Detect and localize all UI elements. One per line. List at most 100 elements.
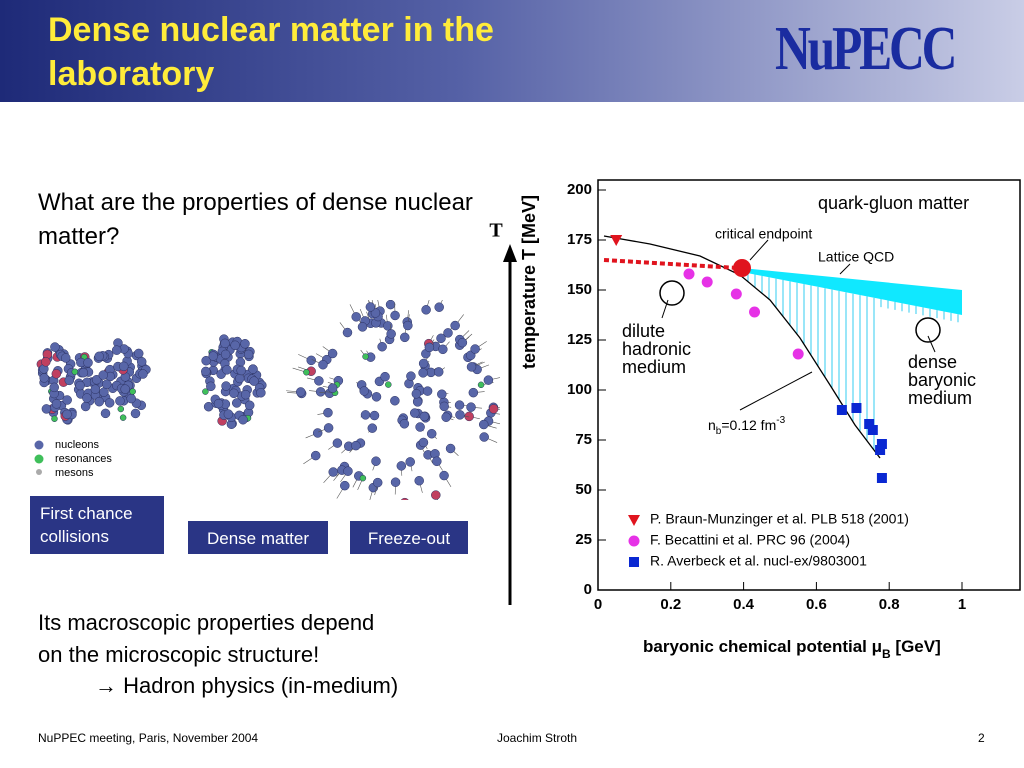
y-tick-label: 150 — [567, 281, 592, 298]
particle — [119, 361, 129, 372]
legend-item: nucleons — [55, 439, 100, 451]
particle — [41, 357, 51, 367]
particle — [138, 369, 148, 379]
y-axis-label: temperature T [MeV] — [519, 195, 539, 369]
particle — [464, 411, 474, 422]
particle — [202, 388, 209, 395]
critical-endpoint — [733, 259, 751, 277]
particle — [400, 497, 409, 500]
data-point — [749, 306, 761, 318]
footer-left: NuPPEC meeting, Paris, November 2004 — [38, 731, 259, 745]
particle — [377, 341, 387, 352]
data-point — [610, 235, 623, 246]
particle — [439, 401, 449, 412]
legend-item: mesons — [55, 467, 94, 479]
particle — [256, 388, 266, 398]
particle — [359, 474, 367, 482]
particle — [221, 381, 231, 391]
particle — [82, 393, 92, 403]
annotation: medium — [622, 357, 686, 377]
y-tick-label: 25 — [575, 531, 592, 548]
particle — [220, 349, 231, 360]
phase-diagram: T 0 25 50 75 100 125 150 175 200 0 0.2 0.4 0.6 0.8 1 te… — [489, 179, 1021, 661]
particle — [41, 404, 52, 414]
x-axis-label: baryonic chemical potential μB [GeV] — [643, 637, 941, 661]
particle — [483, 375, 494, 385]
particle — [466, 362, 477, 372]
stage-box: Freeze-out — [350, 521, 468, 554]
annotation-part: -3 — [776, 415, 785, 426]
particle — [405, 457, 415, 467]
body-text: → Hadron physics (in-medium) — [95, 673, 399, 698]
particle — [61, 353, 71, 363]
region-marker — [915, 317, 941, 343]
particle — [62, 409, 72, 420]
particle — [208, 351, 218, 361]
particle — [418, 368, 428, 378]
particle — [342, 327, 353, 338]
particle — [372, 477, 383, 488]
particle — [201, 366, 211, 377]
y-tick-label: 100 — [567, 381, 592, 398]
legend-dot — [34, 454, 44, 464]
particle — [244, 400, 255, 411]
particle — [421, 305, 431, 315]
particle — [340, 480, 350, 491]
x-tick-label: 0 — [594, 596, 602, 613]
particle — [323, 407, 333, 418]
y-tick-label: 175 — [567, 231, 592, 248]
y-tick-label: 200 — [567, 181, 592, 198]
particle — [90, 384, 101, 394]
particle — [94, 351, 104, 362]
particle — [104, 398, 115, 408]
particle — [390, 310, 400, 321]
particle — [385, 300, 396, 310]
particle — [249, 376, 259, 386]
particle — [231, 398, 242, 408]
particle — [445, 443, 456, 454]
particle — [136, 356, 147, 367]
particle — [343, 466, 353, 476]
pointer — [749, 239, 769, 261]
x-axis-label-part: B — [882, 647, 891, 661]
particle — [434, 302, 444, 312]
particle — [229, 388, 239, 399]
footer-page: 2 — [978, 731, 985, 745]
x-tick-label: 0.6 — [806, 596, 827, 613]
particle — [64, 375, 75, 386]
particle — [62, 395, 72, 405]
particle — [432, 456, 442, 467]
pointer — [739, 371, 813, 411]
particle — [91, 374, 102, 385]
particle — [94, 396, 104, 407]
y-tick-label: 125 — [567, 331, 592, 348]
annotation-part: n — [708, 417, 716, 433]
particle — [457, 337, 468, 348]
legend-label: F. Becattini et al. PRC 96 (2004) — [650, 532, 850, 548]
particle — [488, 404, 499, 414]
particle — [418, 437, 429, 448]
particle — [306, 355, 316, 366]
x-tick-label: 0.4 — [733, 596, 755, 613]
particle — [332, 438, 343, 448]
annotation-part: =0.12 fm — [721, 417, 776, 433]
particle — [383, 321, 393, 331]
particle — [441, 412, 451, 422]
particle — [403, 320, 413, 331]
particle — [439, 470, 449, 481]
particle — [39, 373, 49, 383]
data-point — [867, 425, 878, 435]
particle — [133, 348, 144, 359]
legend-label: P. Braun-Munzinger et al. PLB 518 (2001) — [650, 511, 909, 527]
particle — [220, 338, 230, 349]
slide-title: Dense nuclear matter in the laboratory — [48, 11, 494, 93]
legend-dot — [34, 440, 44, 450]
particle — [243, 349, 254, 360]
particle — [433, 367, 444, 377]
body-text: on the microscopic structure! — [38, 642, 320, 667]
first-order-line — [603, 258, 739, 270]
t-arrowhead — [503, 244, 517, 262]
data-point — [876, 473, 887, 483]
particle — [327, 383, 338, 393]
body-text: Its macroscopic properties depend — [38, 610, 375, 635]
